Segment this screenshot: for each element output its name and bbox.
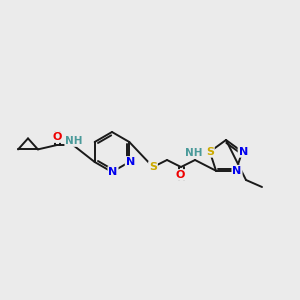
Text: N: N: [232, 166, 242, 176]
Text: NH: NH: [65, 136, 83, 146]
Text: S: S: [206, 147, 214, 157]
Text: N: N: [108, 167, 118, 177]
Text: N: N: [238, 147, 248, 157]
Text: O: O: [175, 170, 185, 180]
Text: N: N: [126, 157, 135, 167]
Text: O: O: [52, 132, 62, 142]
Text: NH: NH: [185, 148, 203, 158]
Text: S: S: [149, 162, 157, 172]
